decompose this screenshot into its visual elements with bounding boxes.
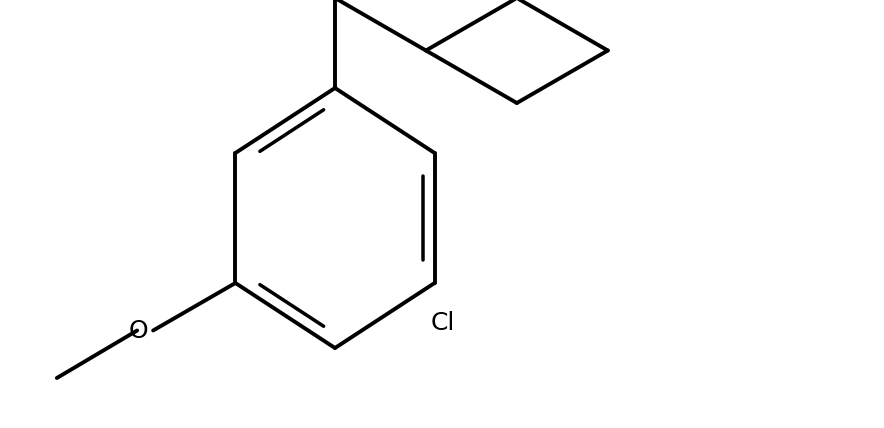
Text: O: O — [128, 318, 149, 342]
Text: Cl: Cl — [431, 311, 454, 335]
